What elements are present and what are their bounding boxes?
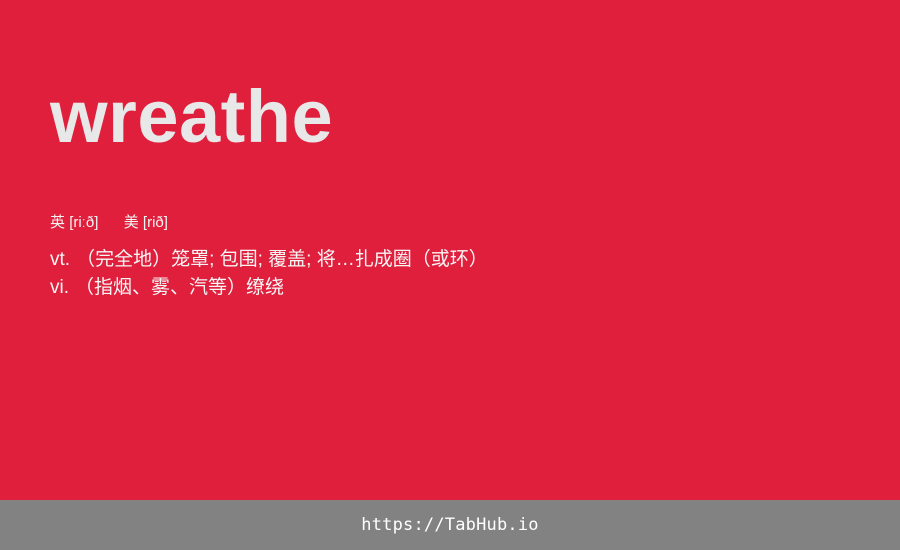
part-of-speech: vi. [50, 277, 69, 298]
word-card: wreathe 英 [riːð] 美 [rið] vt. （完全地）笼罩; 包围;… [50, 75, 488, 302]
definitions: vt. （完全地）笼罩; 包围; 覆盖; 将…扎成圈（或环） vi. （指烟、雾、汽… [50, 246, 488, 302]
uk-label: 英 [50, 214, 66, 231]
definition-text: （完全地）笼罩; 包围; 覆盖; 将…扎成圈（或环） [76, 249, 488, 270]
definition-row: vt. （完全地）笼罩; 包围; 覆盖; 将…扎成圈（或环） [50, 246, 488, 274]
phonetics: 英 [riːð] 美 [rið] [50, 213, 168, 233]
headword: wreathe [50, 75, 334, 158]
us-pronunciation: [rið] [142, 214, 168, 231]
definition-text: （指烟、雾、汽等）缭绕 [75, 277, 285, 298]
footer-bar: https://TabHub.io [0, 500, 900, 550]
us-label: 美 [123, 214, 139, 231]
uk-pronunciation: [riːð] [69, 214, 99, 231]
definition-row: vi. （指烟、雾、汽等）缭绕 [50, 274, 488, 302]
part-of-speech: vt. [50, 249, 71, 270]
tabhub-link[interactable]: https://TabHub.io [361, 515, 539, 535]
